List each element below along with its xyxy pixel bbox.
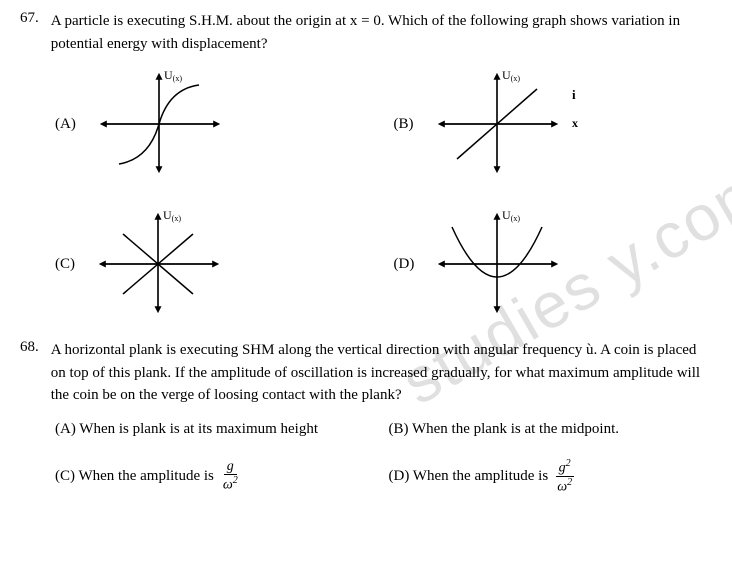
axis-label-b: U(x)	[502, 69, 520, 83]
q67-option-b: (B) U(x) i x	[394, 69, 713, 179]
q67-graph-c: U(x)	[93, 209, 223, 319]
q67-graph-d: U(x)	[432, 209, 562, 319]
q68-option-d: (D) When the amplitude is g2 ω2	[389, 458, 713, 495]
axis-label-a: U(x)	[164, 69, 182, 83]
frac-den: ω2	[220, 475, 241, 493]
q68-number: 68.	[20, 339, 39, 407]
q67-option-d-label: (D)	[394, 256, 415, 273]
q68-text: A horizontal plank is executing SHM alon…	[51, 339, 712, 407]
q68-option-c: (C) When the amplitude is g ω2	[55, 458, 379, 495]
q68-option-c-fraction: g ω2	[220, 459, 241, 493]
q67-number: 67.	[20, 10, 39, 55]
q68-option-b-text: (B) When the plank is at the midpoint.	[389, 421, 620, 438]
q67-option-c: (C) U(x)	[55, 209, 374, 319]
question-67: 67. A particle is executing S.H.M. about…	[20, 10, 712, 319]
frac-den: ω2	[554, 477, 575, 495]
q67-option-d: (D) U(x)	[394, 209, 713, 319]
q67-option-a-label: (A)	[55, 116, 76, 133]
q67-option-b-label: (B)	[394, 116, 414, 133]
q68-option-c-prefix: (C) When the amplitude is	[55, 468, 214, 485]
q67-text: A particle is executing S.H.M. about the…	[51, 10, 712, 55]
q68-option-a: (A) When is plank is at its maximum heig…	[55, 421, 379, 438]
q68-option-b: (B) When the plank is at the midpoint.	[389, 421, 713, 438]
extra-x: x	[572, 116, 578, 130]
q68-options: (A) When is plank is at its maximum heig…	[55, 421, 712, 495]
q68-option-d-fraction: g2 ω2	[554, 458, 575, 495]
q68-header: 68. A horizontal plank is executing SHM …	[20, 339, 712, 407]
extra-i: i	[572, 87, 576, 102]
frac-num: g2	[556, 458, 574, 477]
question-68: 68. A horizontal plank is executing SHM …	[20, 339, 712, 495]
q67-option-a: (A) U(x)	[55, 69, 374, 179]
axis-label-c: U(x)	[163, 209, 181, 223]
q67-option-c-label: (C)	[55, 256, 75, 273]
q67-graph-a: U(x)	[94, 69, 224, 179]
q67-options: (A) U(x) (B)	[55, 69, 712, 319]
q68-option-d-prefix: (D) When the amplitude is	[389, 468, 549, 485]
q68-option-a-text: (A) When is plank is at its maximum heig…	[55, 421, 318, 438]
frac-num: g	[224, 459, 237, 475]
q67-header: 67. A particle is executing S.H.M. about…	[20, 10, 712, 55]
axis-label-d: U(x)	[502, 209, 520, 223]
q67-graph-b: U(x) i x	[432, 69, 587, 179]
